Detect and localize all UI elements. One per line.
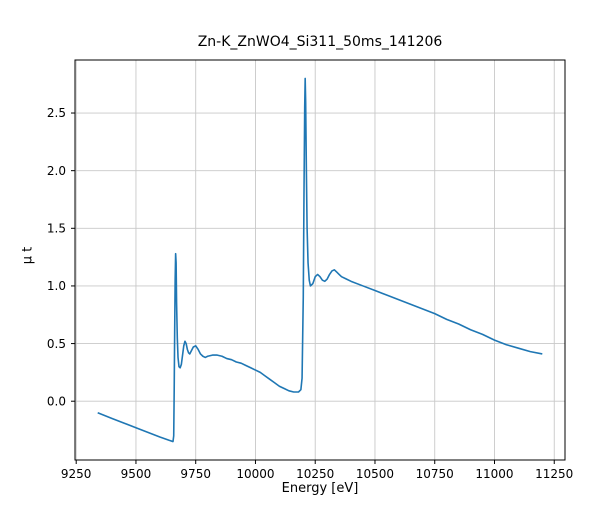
x-axis-label: Energy [eV] xyxy=(281,481,359,496)
x-tick-label: 9500 xyxy=(121,467,152,481)
plot-title: Zn-K_ZnWO4_Si311_50ms_141206 xyxy=(197,34,443,50)
y-tick-label: 0.5 xyxy=(47,337,66,351)
y-tick-label: 1.0 xyxy=(47,279,66,293)
axes-border xyxy=(74,59,566,461)
data-line xyxy=(97,77,543,443)
y-axis-label: μ t xyxy=(20,246,36,265)
x-tick-label: 10000 xyxy=(236,467,274,481)
grid xyxy=(75,60,565,460)
plot-area xyxy=(75,60,565,460)
x-tick-label: 9750 xyxy=(180,467,211,481)
x-tick-label: 10750 xyxy=(416,467,454,481)
y-tick-label: 1.5 xyxy=(47,221,66,235)
x-tick-label: 11000 xyxy=(475,467,513,481)
y-tick-label: 0.0 xyxy=(47,394,66,408)
y-tick-label: 2.5 xyxy=(47,106,66,120)
tick-marks xyxy=(71,112,555,464)
x-tick-label: 9250 xyxy=(61,467,92,481)
x-tick-label: 10250 xyxy=(296,467,334,481)
x-tick-label: 10500 xyxy=(356,467,394,481)
y-tick-label: 2.0 xyxy=(47,164,66,178)
tick-labels: 9250 9500 9750 10000 10250 10500 10750 11000 112… xyxy=(47,106,573,481)
x-tick-label: 11250 xyxy=(535,467,573,481)
